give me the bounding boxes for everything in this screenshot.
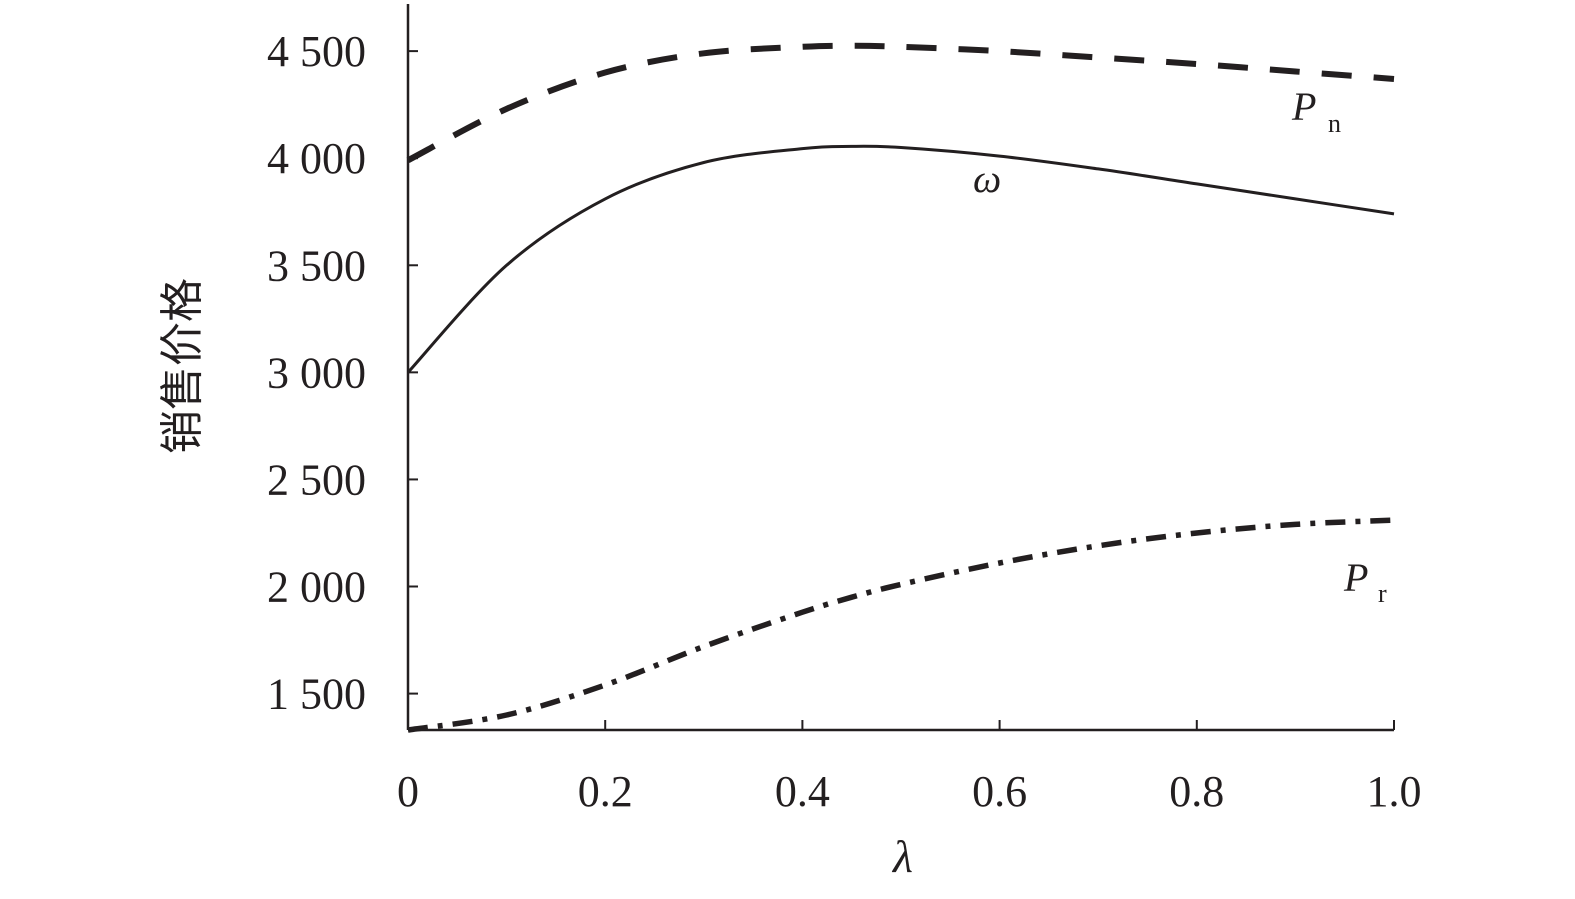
y-axis-title: 销售价格 [158, 278, 207, 454]
series-label-name: P [1343, 555, 1368, 600]
y-tick-label: 2 000 [267, 563, 366, 612]
y-ticks: 1 500 2 000 2 500 3 000 3 500 4 000 4 500 [267, 27, 418, 719]
x-tick-label: 0 [397, 767, 419, 816]
x-tick-label: 0.4 [775, 767, 830, 816]
plot-lines [406, 42, 1395, 733]
series-line-p-r [407, 517, 1395, 733]
series-line-p-n [406, 42, 1395, 163]
x-tick-label: 0.8 [1169, 767, 1224, 816]
x-axis-title: λ [891, 831, 913, 882]
y-tick-label: 4 000 [267, 134, 366, 183]
x-tick-label: 1.0 [1367, 767, 1422, 816]
y-tick-label: 4 500 [267, 27, 366, 76]
y-tick-label: 2 500 [267, 455, 366, 504]
series-label-subscript: r [1378, 579, 1387, 608]
axes [406, 4, 1394, 732]
series-label-name: P [1291, 84, 1316, 129]
y-tick-label: 3 000 [267, 348, 366, 397]
y-tick-label: 3 500 [267, 241, 366, 290]
x-tick-label: 0.2 [578, 767, 633, 816]
series-line-omega [406, 144, 1395, 374]
x-ticks: 0 0.2 0.4 0.6 0.8 1.0 [397, 720, 1422, 816]
series-label-subscript: n [1328, 109, 1341, 138]
y-tick-label: 1 500 [267, 670, 366, 719]
series-label-name: ω [973, 156, 1001, 201]
x-tick-label: 0.6 [972, 767, 1027, 816]
